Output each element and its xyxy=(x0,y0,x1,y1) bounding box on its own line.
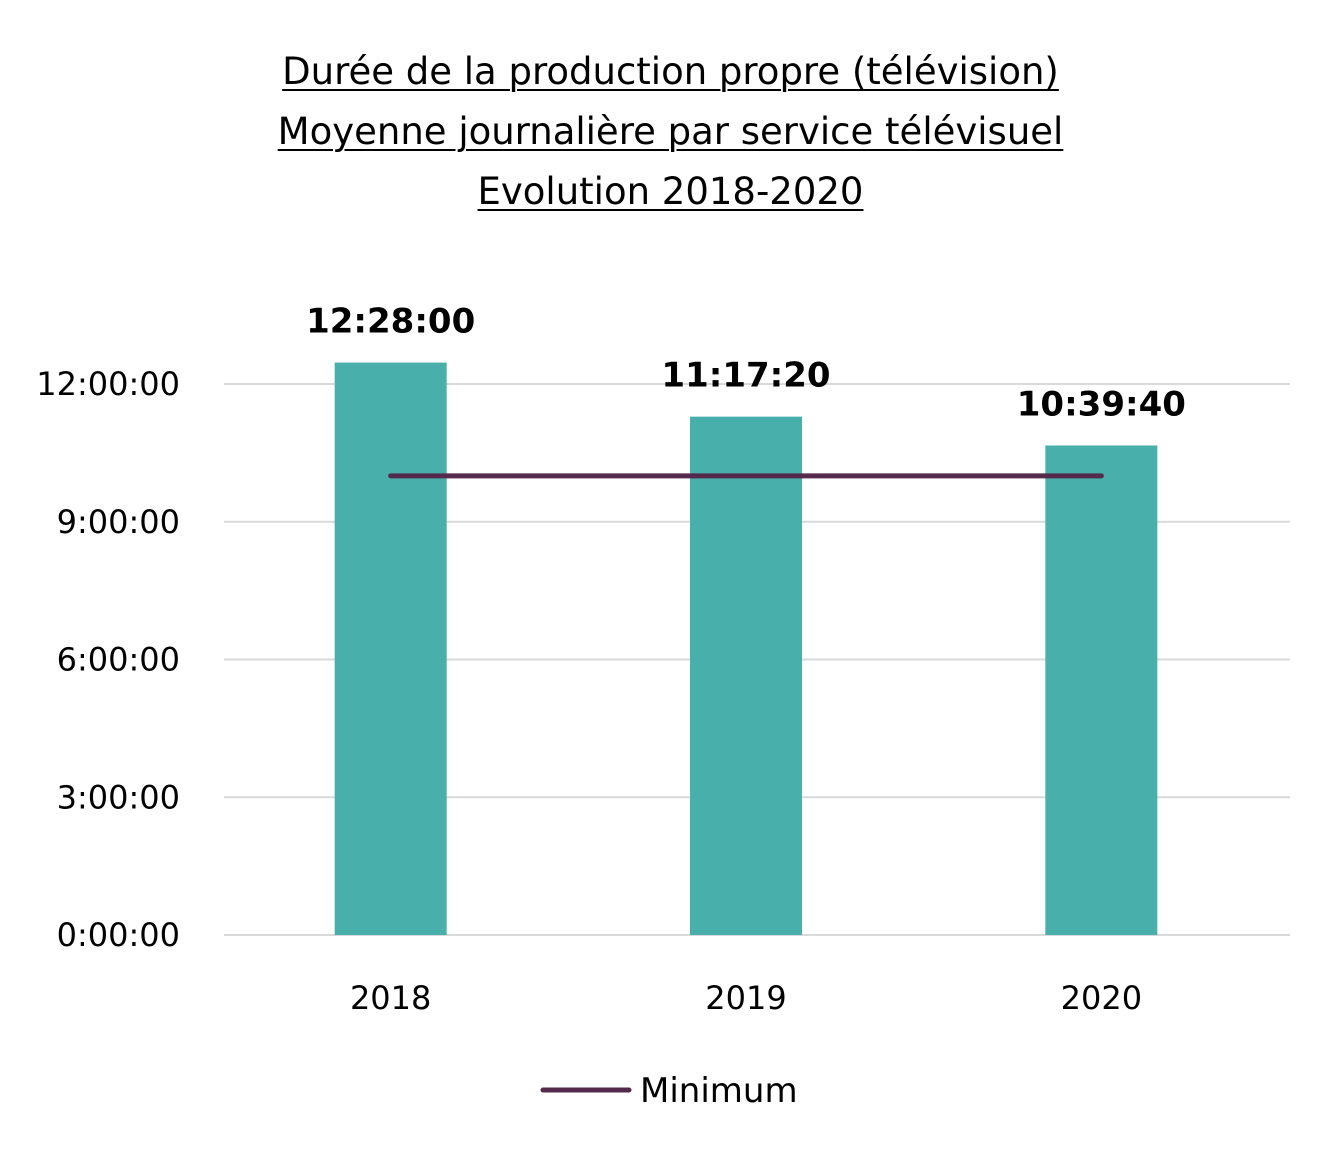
chart-title-line-3: Evolution 2018-2020 xyxy=(477,170,864,213)
chart-title-line-2: Moyenne journalière par service télévisu… xyxy=(277,110,1064,153)
x-tick-label-2020: 2020 xyxy=(1061,979,1142,1017)
bars xyxy=(334,362,1158,935)
y-tick-label-4: 12:00:00 xyxy=(36,365,180,403)
legend-label-minimum: Minimum xyxy=(640,1071,798,1111)
chart-title-line-1: Durée de la production propre (télévisio… xyxy=(282,50,1059,93)
y-tick-label-3: 9:00:00 xyxy=(57,503,180,541)
bar-2020 xyxy=(1045,445,1158,935)
x-tick-label-2018: 2018 xyxy=(350,979,431,1017)
value-label-2019: 11:17:20 xyxy=(661,356,830,396)
bar-2018 xyxy=(334,362,447,935)
value-label-2020: 10:39:40 xyxy=(1017,384,1186,424)
y-tick-label-1: 3:00:00 xyxy=(57,778,180,816)
chart-title: Durée de la production propre (télévisio… xyxy=(0,42,1341,222)
value-labels: 12:28:00 11:17:20 10:39:40 xyxy=(306,302,1186,425)
y-tick-label-2: 6:00:00 xyxy=(57,641,180,679)
x-tick-label-2019: 2019 xyxy=(705,979,786,1017)
y-tick-label-0: 0:00:00 xyxy=(57,916,180,954)
legend: Minimum xyxy=(540,1071,798,1111)
x-axis-tick-labels: 2018 2019 2020 xyxy=(350,979,1142,1017)
bar-2019 xyxy=(690,416,802,935)
y-axis-tick-labels: 0:00:00 3:00:00 6:00:00 9:00:00 12:00:00 xyxy=(36,365,180,954)
value-label-2018: 12:28:00 xyxy=(306,302,475,342)
